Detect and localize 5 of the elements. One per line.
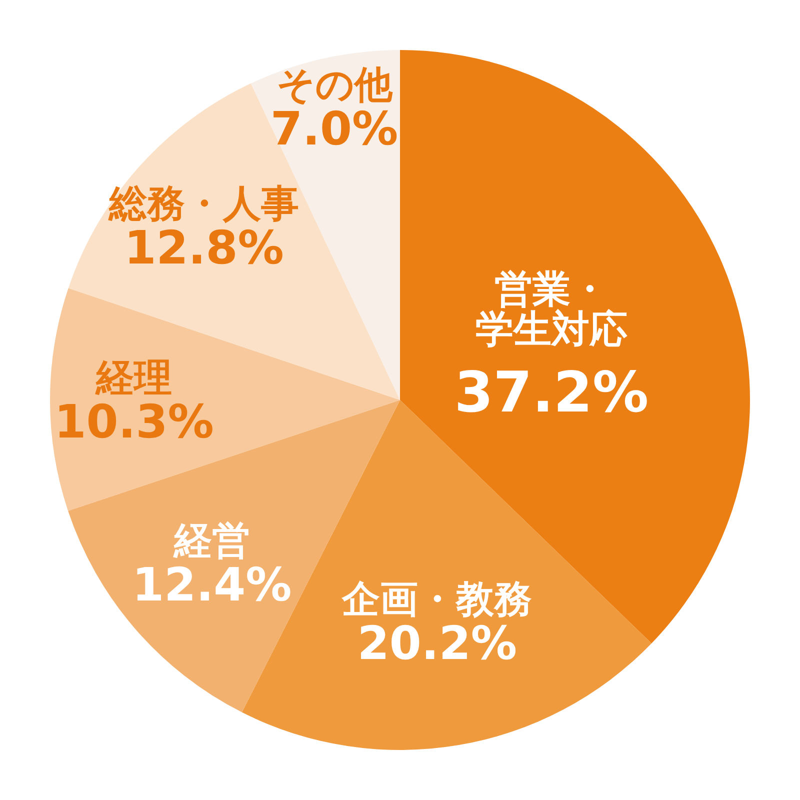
slice-label: 経営 bbox=[172, 518, 250, 562]
data-label: 37.2% bbox=[454, 360, 649, 426]
slice-label: 総務・人事 bbox=[108, 181, 300, 226]
slice-label: 営業・学生対応 bbox=[475, 266, 628, 351]
pie-slice bbox=[50, 288, 400, 511]
